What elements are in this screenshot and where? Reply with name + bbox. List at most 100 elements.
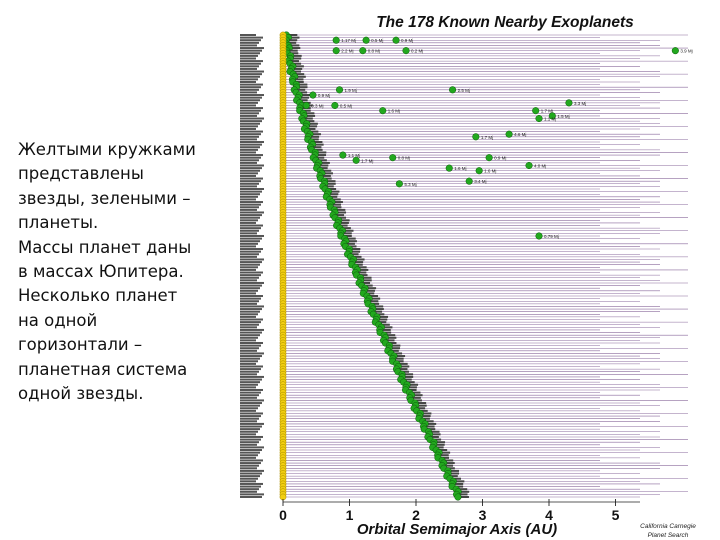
outer-planet-point [392,36,400,44]
star-name-mark [240,52,260,55]
caption-line: планеты. [18,213,99,233]
caption-line: представлены [18,164,144,184]
star-name-mark [240,80,256,83]
star-name-mark [240,224,263,227]
planet-mass-label-mark [348,245,357,248]
star-name-mark [240,242,258,245]
star-name-mark [240,229,259,232]
star-name-mark [240,305,264,308]
outer-planet-label: 1.9 Mj [345,88,357,93]
star-name-mark [240,268,256,271]
star-name-mark [240,88,259,91]
planet-mass-label-mark [295,78,304,81]
star-name-mark [240,237,262,240]
star-name-mark [240,112,259,115]
planet-mass-label-mark [301,96,310,99]
planet-mass-label-mark [291,36,300,39]
star-name-mark [240,172,258,175]
planet-mass-label-mark [293,70,302,73]
star-name-mark [240,47,264,50]
planet-mass-label-mark [299,83,308,86]
x-tick-label: 2 [412,507,420,523]
caption-line: горизонтали – [18,335,143,355]
caption-text: Желтыми кружками представлены звезды, зе… [18,138,223,406]
star-name-mark [240,328,264,331]
star-name-mark [240,174,256,177]
planet-mass-label-mark [334,201,343,204]
x-axis-label: Orbital Semimajor Axis (AU) [357,521,557,538]
planet-mass-label-mark [431,430,440,433]
star-name-mark [240,454,258,457]
planet-mass-label-mark [425,420,434,423]
outer-planet-label: 1.1 Mj [544,117,556,122]
star-name-mark [240,336,258,339]
star-name-mark [240,302,257,305]
planet-mass-label-mark [363,276,372,279]
planet-mass-label-mark [400,370,409,373]
outer-planet-label: 2.5 Mj [458,88,470,93]
star-name-mark [240,214,262,217]
planet-mass-label-mark [370,295,379,298]
outer-planet-label: 1.5 Mj [557,114,569,119]
star-name-mark [240,188,264,190]
star-name-mark [240,370,259,373]
planet-mass-label-mark [309,122,318,125]
planet-mass-label-mark [423,412,432,415]
star-name-mark [240,167,262,170]
planet-mass-label-mark [289,49,298,52]
planet-mass-label-mark [401,365,410,368]
planet-mass-label-mark [323,177,332,180]
star-name-mark [240,289,258,292]
planet-mass-label-mark [418,404,427,407]
outer-planet-point [389,154,397,162]
planet-mass-label-mark [290,60,299,63]
planet-mass-label-mark [417,407,426,410]
planet-mass-label-mark [316,156,325,159]
star-name-mark [240,148,258,151]
star-name-mark [240,130,263,133]
star-name-mark [240,409,256,412]
star-name-mark [240,331,262,334]
outer-planet-label: 0.8 Mj [398,156,410,161]
planet-mass-label-mark [342,227,351,230]
planet-mass-label-mark [446,467,455,470]
outer-planet-label: 1.17 Mj [341,38,356,43]
star-name-mark [240,263,260,266]
planet-mass-label-mark [309,125,318,128]
star-name-mark [240,261,262,264]
planet-mass-label-mark [442,451,451,454]
planet-mass-label-mark [318,154,327,157]
star-name-mark [240,441,259,444]
outer-planet-label: 4.0 Mj [534,164,546,169]
planet-mass-label-mark [380,315,389,318]
outer-planet-point [548,112,556,120]
planet-mass-label-mark [345,229,354,232]
planet-mass-label-mark [364,284,373,287]
star-name-mark [240,287,260,290]
planet-mass-label-mark [289,34,298,36]
planet-mass-label-mark [318,151,327,154]
planet-mass-label-mark [360,268,369,271]
planet-mass-label-mark [331,190,340,193]
star-name-mark [240,349,257,352]
planet-mass-label-mark [329,195,338,198]
outer-planet-point [565,99,573,107]
x-tick-label: 1 [346,507,354,523]
caption-line: на одной [18,310,98,330]
planet-mass-label-mark [388,336,397,339]
star-name-mark [240,154,263,157]
planet-mass-label-mark [294,67,303,70]
star-name-mark [240,451,260,454]
planet-mass-label-mark [414,394,423,397]
star-name-mark [240,281,264,284]
planet-mass-label-mark [330,193,339,196]
star-name-mark [240,34,256,36]
outer-planet-label: 0.9 Mj [401,38,413,43]
planet-mass-label-mark [375,308,384,311]
planet-mass-label-mark [381,323,390,326]
star-name-mark [240,425,262,428]
star-name-mark [240,313,258,316]
star-name-mark [240,266,258,269]
planet-mass-label-mark [310,130,319,133]
planet-mass-label-mark [306,120,315,123]
